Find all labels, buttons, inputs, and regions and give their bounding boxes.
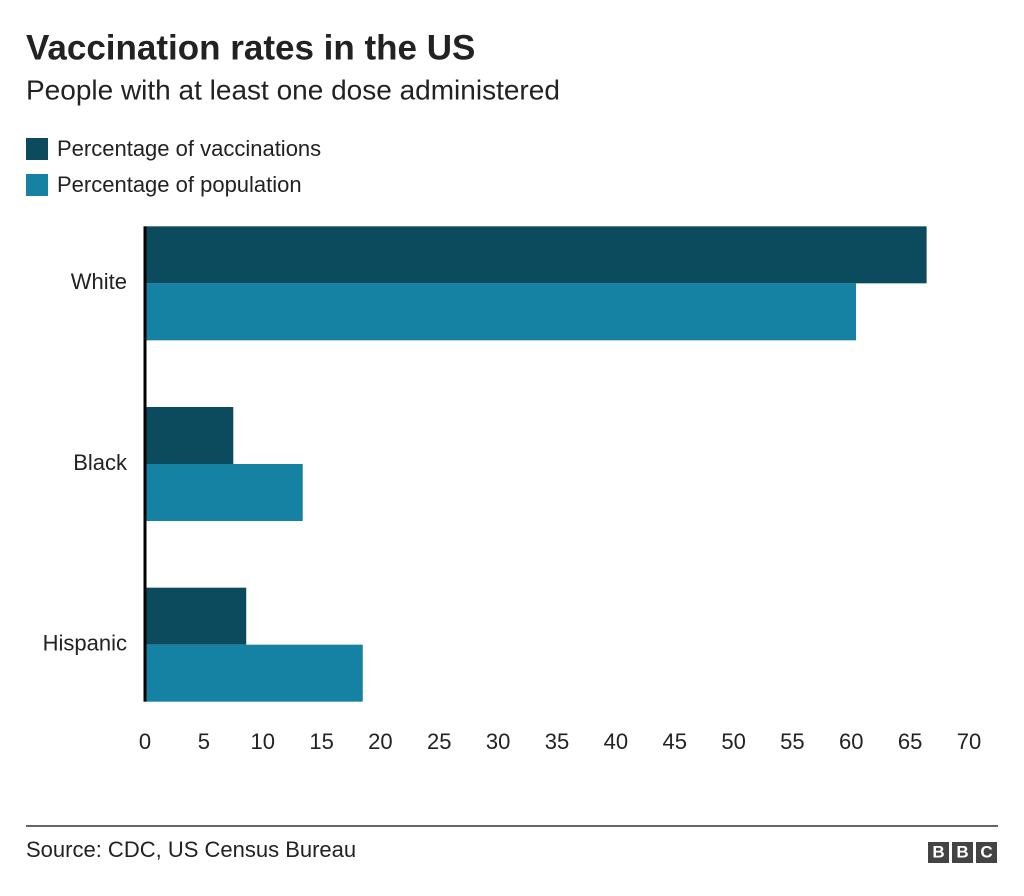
x-tick-label: 20: [368, 729, 392, 754]
x-tick-label: 40: [604, 729, 628, 754]
x-tick-label: 15: [309, 729, 333, 754]
x-tick-label: 65: [898, 729, 922, 754]
x-tick-label: 25: [427, 729, 451, 754]
x-tick-label: 30: [486, 729, 510, 754]
x-tick-label: 70: [957, 729, 981, 754]
legend-label: Percentage of vaccinations: [57, 136, 321, 161]
chart-title: Vaccination rates in the US: [26, 28, 475, 67]
logo-block: [952, 842, 973, 863]
legend-swatch: [26, 174, 48, 196]
logo-letter: B: [932, 842, 944, 861]
chart-subtitle: People with at least one dose administer…: [26, 74, 560, 105]
x-tick-label: 60: [839, 729, 863, 754]
y-tick-label: Hispanic: [43, 630, 127, 655]
bar: [145, 283, 856, 341]
y-tick-label: White: [71, 269, 127, 294]
logo-letter: C: [980, 842, 992, 861]
x-tick-label: 35: [545, 729, 569, 754]
x-tick-label: 10: [250, 729, 274, 754]
x-tick-label: 45: [662, 729, 686, 754]
y-tick-label: Black: [73, 450, 128, 475]
bar: [145, 464, 303, 521]
bar: [145, 407, 234, 464]
logo-block: [976, 842, 997, 863]
bar: [145, 587, 247, 645]
x-tick-label: 50: [721, 729, 745, 754]
logo-letter: B: [956, 842, 968, 861]
bar: [145, 226, 927, 284]
x-tick-label: 5: [198, 729, 210, 754]
x-tick-label: 0: [139, 729, 151, 754]
x-tick-label: 55: [780, 729, 804, 754]
bar: [145, 644, 363, 702]
legend-swatch: [26, 138, 48, 160]
legend-label: Percentage of population: [57, 172, 302, 197]
logo-block: [928, 842, 949, 863]
source: Source: CDC, US Census Bureau: [26, 837, 356, 862]
